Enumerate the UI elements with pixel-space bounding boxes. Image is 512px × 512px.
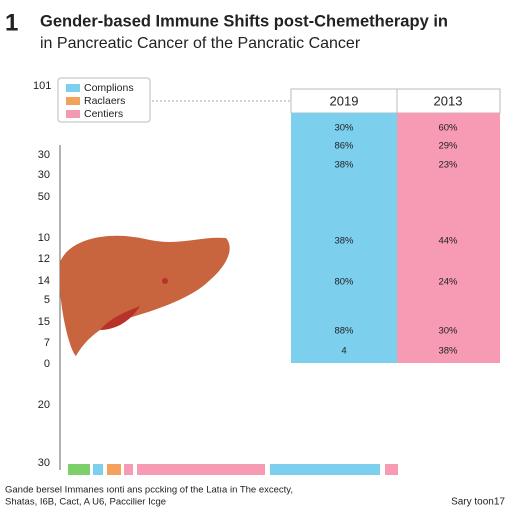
liver-illustration bbox=[60, 235, 230, 356]
table-cell: 60% bbox=[438, 123, 458, 134]
table-cell: 23% bbox=[438, 160, 458, 171]
bar-segment bbox=[124, 464, 133, 475]
footer-note: Gande bersel Immanes ıonti ans pccking o… bbox=[5, 485, 293, 496]
legend-swatch bbox=[66, 97, 80, 105]
table-cell: 86% bbox=[334, 141, 354, 152]
table-cell: 29% bbox=[438, 141, 458, 152]
axis-label: 30 bbox=[38, 169, 50, 181]
legend-box bbox=[57, 77, 151, 123]
table-cell: 4 bbox=[341, 346, 346, 357]
bar-segment bbox=[107, 464, 121, 475]
axis-label: 7 bbox=[44, 337, 50, 349]
table-cell: 38% bbox=[438, 346, 458, 357]
liver-shade bbox=[100, 306, 140, 330]
table-cell: 30% bbox=[334, 123, 354, 134]
axis-label: 0 bbox=[44, 358, 50, 370]
bottom-bar bbox=[68, 464, 398, 475]
table-cell: 38% bbox=[334, 160, 354, 171]
legend-swatch bbox=[66, 84, 80, 92]
legend-swatch bbox=[66, 110, 80, 118]
bar-segment bbox=[137, 464, 265, 475]
footer-note: Shatas, I6B, Cact, A U6, Paccilier Icge bbox=[5, 497, 166, 508]
column-header: 2019 bbox=[330, 93, 359, 108]
legend-label: Centiers bbox=[84, 108, 123, 120]
table-cell: 30% bbox=[438, 326, 458, 337]
axis-label: 30 bbox=[38, 457, 50, 469]
column-header: 2013 bbox=[434, 93, 463, 108]
axis-label: 20 bbox=[38, 399, 50, 411]
legend-label: Complions bbox=[84, 82, 134, 94]
axis-label: 10 bbox=[38, 232, 50, 244]
subtitle: in Pancreatic Cancer of the Pancratic Ca… bbox=[40, 35, 361, 52]
table-cell: 88% bbox=[334, 326, 354, 337]
top-label: 101 bbox=[33, 80, 51, 92]
bar-segment bbox=[68, 464, 90, 475]
bar-segment bbox=[270, 464, 380, 475]
legend-label: Raclaers bbox=[84, 95, 125, 107]
title: Gender-based Immune Shifts post-Chemethe… bbox=[40, 12, 448, 30]
bar-segment bbox=[93, 464, 103, 475]
liver-spot bbox=[162, 278, 168, 284]
column-fill bbox=[291, 113, 397, 363]
figure-number: 1 bbox=[5, 9, 18, 36]
table-cell: 80% bbox=[334, 277, 354, 288]
table-cell: 24% bbox=[438, 277, 458, 288]
table-cell: 38% bbox=[334, 236, 354, 247]
axis-label: 50 bbox=[38, 191, 50, 203]
table-cell: 44% bbox=[438, 236, 458, 247]
axis-label: 30 bbox=[38, 149, 50, 161]
column-fill bbox=[397, 113, 500, 363]
table-header bbox=[290, 88, 501, 114]
footer-right: Sary toon17 bbox=[451, 497, 505, 508]
liver bbox=[60, 235, 230, 356]
axis-label: 5 bbox=[44, 294, 50, 306]
axis-label: 14 bbox=[38, 275, 50, 287]
axis-label: 12 bbox=[38, 253, 50, 265]
bar-segment bbox=[385, 464, 398, 475]
axis-label: 15 bbox=[38, 316, 50, 328]
